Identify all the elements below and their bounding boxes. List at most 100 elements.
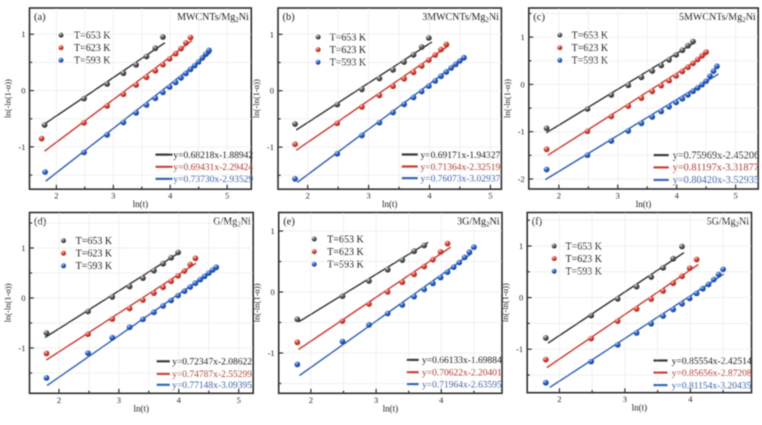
svg-text:-1: -1: [516, 344, 523, 354]
svg-text:2: 2: [306, 191, 310, 201]
svg-text:T=593 K: T=593 K: [572, 56, 609, 67]
svg-text:y=0.73730x-2.93529: y=0.73730x-2.93529: [173, 175, 253, 185]
svg-text:2: 2: [309, 395, 313, 405]
svg-text:T=593 K: T=593 K: [74, 56, 111, 67]
svg-text:-1: -1: [267, 142, 274, 152]
svg-text:y=0.69171x-1.94327: y=0.69171x-1.94327: [421, 151, 501, 161]
svg-text:3: 3: [117, 395, 121, 405]
svg-text:T=653 K: T=653 K: [572, 31, 609, 42]
svg-text:1: 1: [270, 226, 274, 236]
svg-text:(d): (d): [34, 217, 47, 228]
svg-text:y=0.68218x-1.88942: y=0.68218x-1.88942: [173, 151, 253, 161]
svg-text:4: 4: [439, 395, 444, 405]
svg-text:0: 0: [521, 79, 525, 89]
svg-text:T=653 K: T=653 K: [327, 234, 364, 245]
svg-text:(f): (f): [532, 217, 543, 228]
svg-text:0: 0: [21, 293, 25, 303]
svg-text:y=0.76073x-3.02937: y=0.76073x-3.02937: [421, 174, 501, 184]
svg-text:T=623 K: T=623 K: [74, 43, 111, 54]
svg-text:y=0.81154x-3.20435: y=0.81154x-3.20435: [672, 381, 752, 391]
svg-text:5MWCNTs/Mg2Ni: 5MWCNTs/Mg2Ni: [679, 12, 756, 24]
svg-text:MWCNTs/Mg2Ni: MWCNTs/Mg2Ni: [177, 12, 249, 24]
svg-text:T=623 K: T=623 K: [327, 247, 364, 258]
svg-text:y=0.77148x-3.09395: y=0.77148x-3.09395: [172, 381, 252, 391]
svg-text:5: 5: [488, 191, 492, 201]
svg-text:ln(t): ln(t): [636, 199, 652, 209]
svg-text:0: 0: [270, 287, 274, 297]
svg-text:4: 4: [177, 395, 182, 405]
svg-text:0: 0: [270, 86, 274, 96]
svg-text:5G/Mg2Ni: 5G/Mg2Ni: [707, 217, 750, 229]
svg-text:T=623 K: T=623 K: [76, 249, 113, 260]
svg-text:y=0.71364x-2.32519: y=0.71364x-2.32519: [421, 163, 501, 173]
svg-text:ln(t): ln(t): [632, 403, 648, 413]
svg-text:3: 3: [366, 191, 370, 201]
svg-text:y=0.66133x-1.69884: y=0.66133x-1.69884: [422, 356, 502, 366]
svg-text:ln(t): ln(t): [133, 199, 149, 209]
svg-text:T=593 K: T=593 K: [566, 267, 603, 278]
svg-text:T=623 K: T=623 K: [566, 254, 603, 265]
svg-text:y=0.80420x-3.52935: y=0.80420x-3.52935: [673, 175, 759, 186]
svg-text:ln(t): ln(t): [382, 199, 398, 209]
svg-text:3: 3: [111, 191, 115, 201]
svg-text:5: 5: [237, 395, 241, 405]
svg-text:ln(-ln(1-α)): ln(-ln(1-α)): [3, 283, 13, 322]
svg-text:(c): (c): [533, 12, 545, 23]
svg-text:-1: -1: [518, 127, 525, 137]
svg-text:3MWCNTs/Mg2Ni: 3MWCNTs/Mg2Ni: [422, 12, 499, 24]
svg-text:ln(-ln(1-α)): ln(-ln(1-α)): [3, 79, 13, 118]
svg-text:T=653 K: T=653 K: [330, 32, 367, 43]
svg-text:0: 0: [21, 86, 25, 96]
svg-text:y=0.81197x-3.31877: y=0.81197x-3.31877: [673, 163, 759, 174]
svg-text:-2: -2: [518, 174, 525, 184]
svg-text:y=0.74787x-2.55299: y=0.74787x-2.55299: [172, 370, 252, 380]
svg-text:2: 2: [557, 394, 561, 404]
svg-text:ln(-ln(1-α)): ln(-ln(1-α)): [500, 283, 510, 322]
svg-text:-1: -1: [18, 343, 25, 353]
svg-text:4: 4: [675, 191, 680, 201]
svg-text:1: 1: [519, 241, 523, 251]
svg-text:T=593 K: T=593 K: [76, 261, 113, 272]
svg-text:3: 3: [374, 395, 378, 405]
svg-text:ln(-ln(1-α)): ln(-ln(1-α)): [252, 283, 262, 322]
svg-text:-1: -1: [268, 348, 275, 358]
svg-text:3: 3: [616, 191, 620, 201]
svg-text:(b): (b): [283, 12, 296, 23]
svg-text:2: 2: [54, 191, 58, 201]
svg-text:T=623 K: T=623 K: [330, 45, 367, 56]
svg-text:2: 2: [557, 191, 561, 201]
svg-text:4: 4: [168, 191, 173, 201]
svg-text:1: 1: [521, 32, 525, 42]
svg-text:y=0.85554x-2.42514: y=0.85554x-2.42514: [672, 357, 752, 367]
svg-text:ln(t): ln(t): [383, 403, 399, 413]
svg-text:T=653 K: T=653 K: [74, 31, 111, 42]
svg-text:y=0.75969x-2.45206: y=0.75969x-2.45206: [673, 150, 759, 161]
svg-text:(e): (e): [283, 217, 295, 228]
svg-text:y=0.85656x-2.87208: y=0.85656x-2.87208: [672, 369, 752, 379]
svg-text:G/Mg2Ni: G/Mg2Ni: [213, 217, 251, 229]
svg-text:5: 5: [225, 191, 229, 201]
svg-text:T=623 K: T=623 K: [572, 43, 609, 54]
svg-text:y=0.72347x-2.08622: y=0.72347x-2.08622: [172, 358, 252, 368]
svg-text:1: 1: [270, 29, 274, 39]
svg-text:(a): (a): [34, 12, 46, 23]
svg-text:ln(t): ln(t): [134, 403, 150, 413]
svg-text:ln(-ln(1-α)): ln(-ln(1-α)): [251, 79, 261, 118]
svg-text:3: 3: [623, 394, 627, 404]
svg-text:4: 4: [427, 191, 432, 201]
svg-text:1: 1: [21, 243, 25, 253]
svg-text:T=593 K: T=593 K: [330, 58, 367, 69]
svg-text:-1: -1: [18, 142, 25, 152]
svg-text:2: 2: [57, 395, 61, 405]
svg-text:0: 0: [519, 293, 523, 303]
svg-text:y=0.69431x-2.29424: y=0.69431x-2.29424: [173, 163, 253, 173]
svg-text:T=653 K: T=653 K: [76, 236, 113, 247]
svg-text:y=0.70622x-2.20401: y=0.70622x-2.20401: [422, 369, 502, 379]
svg-text:4: 4: [688, 394, 693, 404]
svg-text:ln(-ln(1-α)): ln(-ln(1-α)): [502, 79, 512, 118]
svg-text:y=0.71964x-2.63595: y=0.71964x-2.63595: [422, 380, 502, 390]
svg-text:T=593 K: T=593 K: [327, 260, 364, 271]
svg-text:T=653 K: T=653 K: [566, 241, 603, 252]
svg-text:3G/Mg2Ni: 3G/Mg2Ni: [457, 217, 500, 229]
svg-text:5: 5: [733, 191, 737, 201]
